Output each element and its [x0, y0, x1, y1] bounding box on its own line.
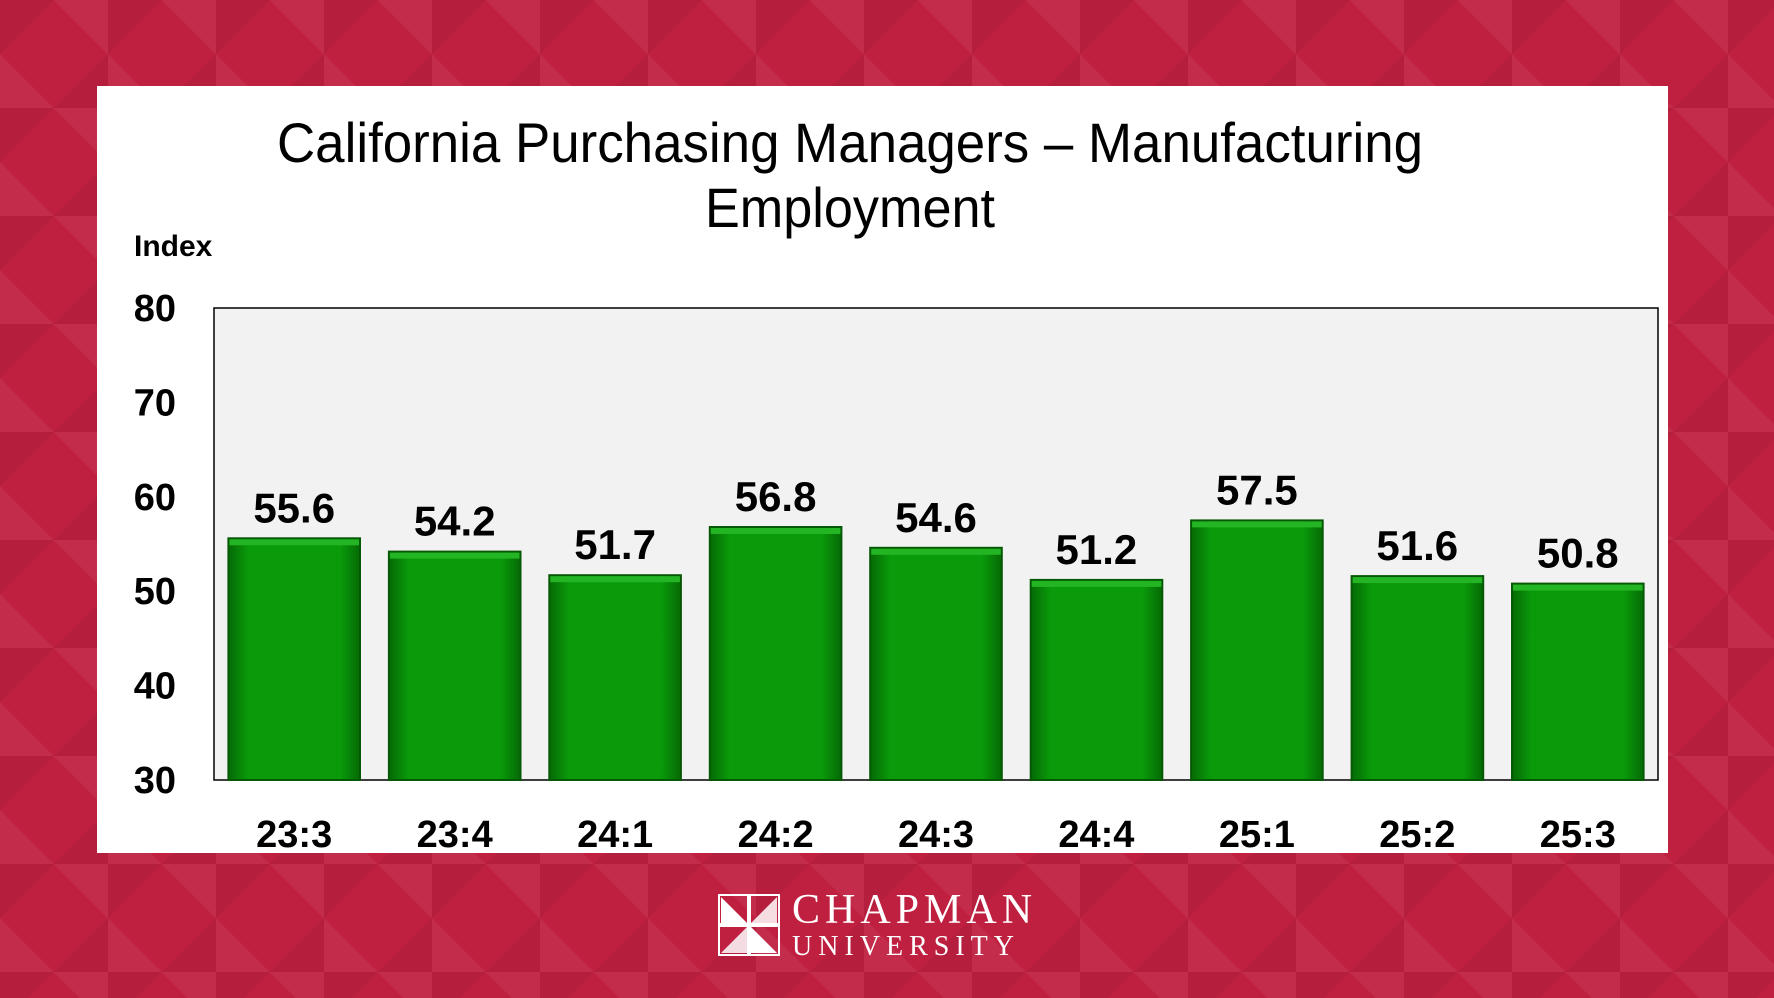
chart-slide: California Purchasing Managers – Manufac… — [97, 86, 1668, 853]
chart-title-line-2: Employment — [705, 176, 995, 239]
data-label: 56.8 — [735, 473, 817, 520]
bar-body — [708, 526, 843, 781]
x-axis-ticks: 23:3 23:4 24:1 24:2 24:3 24:4 25:1 25:2 25:3 — [256, 814, 1616, 853]
chapman-window-icon — [718, 894, 780, 956]
bar-body — [1029, 578, 1164, 781]
data-labels: 55.6 54.2 51.7 56.8 54.6 51.2 57.5 51.6 50.8 — [253, 466, 1618, 576]
y-axis-ticks: 30 40 50 60 70 80 — [134, 288, 176, 802]
data-label: 54.6 — [895, 494, 977, 541]
bar-top-bevel — [389, 552, 520, 559]
bar-body — [1511, 582, 1645, 781]
bar — [1029, 578, 1164, 781]
x-tick-label: 25:1 — [1219, 814, 1295, 853]
bar-body — [548, 574, 682, 782]
bar-body — [1350, 575, 1485, 781]
logo-wordmark: CHAPMAN UNIVERSITY — [792, 889, 1037, 961]
bar-top-bevel — [1192, 521, 1322, 528]
y-tick-label: 80 — [134, 288, 176, 330]
bar-top-bevel — [229, 539, 359, 546]
x-tick-label: 24:3 — [898, 814, 974, 853]
x-tick-label: 24:4 — [1058, 814, 1134, 853]
bar — [708, 526, 843, 781]
bar-body — [387, 550, 522, 781]
y-axis-label: Index — [134, 230, 213, 263]
x-tick-label: 25:3 — [1540, 814, 1616, 853]
data-label: 51.7 — [574, 521, 656, 568]
x-tick-label: 23:3 — [256, 814, 332, 853]
x-tick-label: 24:1 — [577, 814, 653, 853]
x-tick-label: 25:2 — [1379, 814, 1455, 853]
data-label: 54.2 — [414, 498, 496, 545]
data-label: 50.8 — [1537, 530, 1619, 577]
bar — [869, 546, 1003, 781]
x-tick-label: 23:4 — [417, 814, 493, 853]
chart-title-line-1: California Purchasing Managers – Manufac… — [277, 111, 1423, 174]
bar — [227, 537, 361, 781]
data-label: 51.2 — [1056, 526, 1138, 573]
y-tick-label: 30 — [134, 760, 176, 802]
y-tick-label: 50 — [134, 571, 176, 613]
data-label: 57.5 — [1216, 466, 1298, 513]
bar-top-bevel — [871, 548, 1001, 555]
bar-top-bevel — [1031, 580, 1162, 587]
bar-body — [1190, 519, 1324, 781]
logo-line-university: UNIVERSITY — [792, 931, 1020, 962]
logo-line-chapman: CHAPMAN — [792, 887, 1038, 933]
bar-top-bevel — [1352, 577, 1483, 584]
x-tick-label: 24:2 — [738, 814, 814, 853]
bar — [1350, 575, 1485, 781]
y-tick-label: 60 — [134, 477, 176, 519]
bar-body — [227, 537, 361, 781]
y-tick-label: 70 — [134, 382, 176, 424]
bar — [1511, 582, 1645, 781]
data-label: 51.6 — [1376, 522, 1458, 569]
y-tick-label: 40 — [134, 666, 176, 708]
bar-top-bevel — [710, 528, 841, 534]
chapman-logo: CHAPMAN UNIVERSITY — [718, 889, 1037, 961]
bar-top-bevel — [550, 576, 680, 583]
bar — [1190, 519, 1324, 781]
bar — [387, 550, 522, 781]
bar-body — [869, 546, 1003, 781]
bar-top-bevel — [1513, 584, 1643, 591]
bar-chart: California Purchasing Managers – Manufac… — [134, 111, 1659, 853]
bars — [227, 519, 1645, 782]
data-label: 55.6 — [253, 484, 335, 531]
bar — [548, 574, 682, 782]
